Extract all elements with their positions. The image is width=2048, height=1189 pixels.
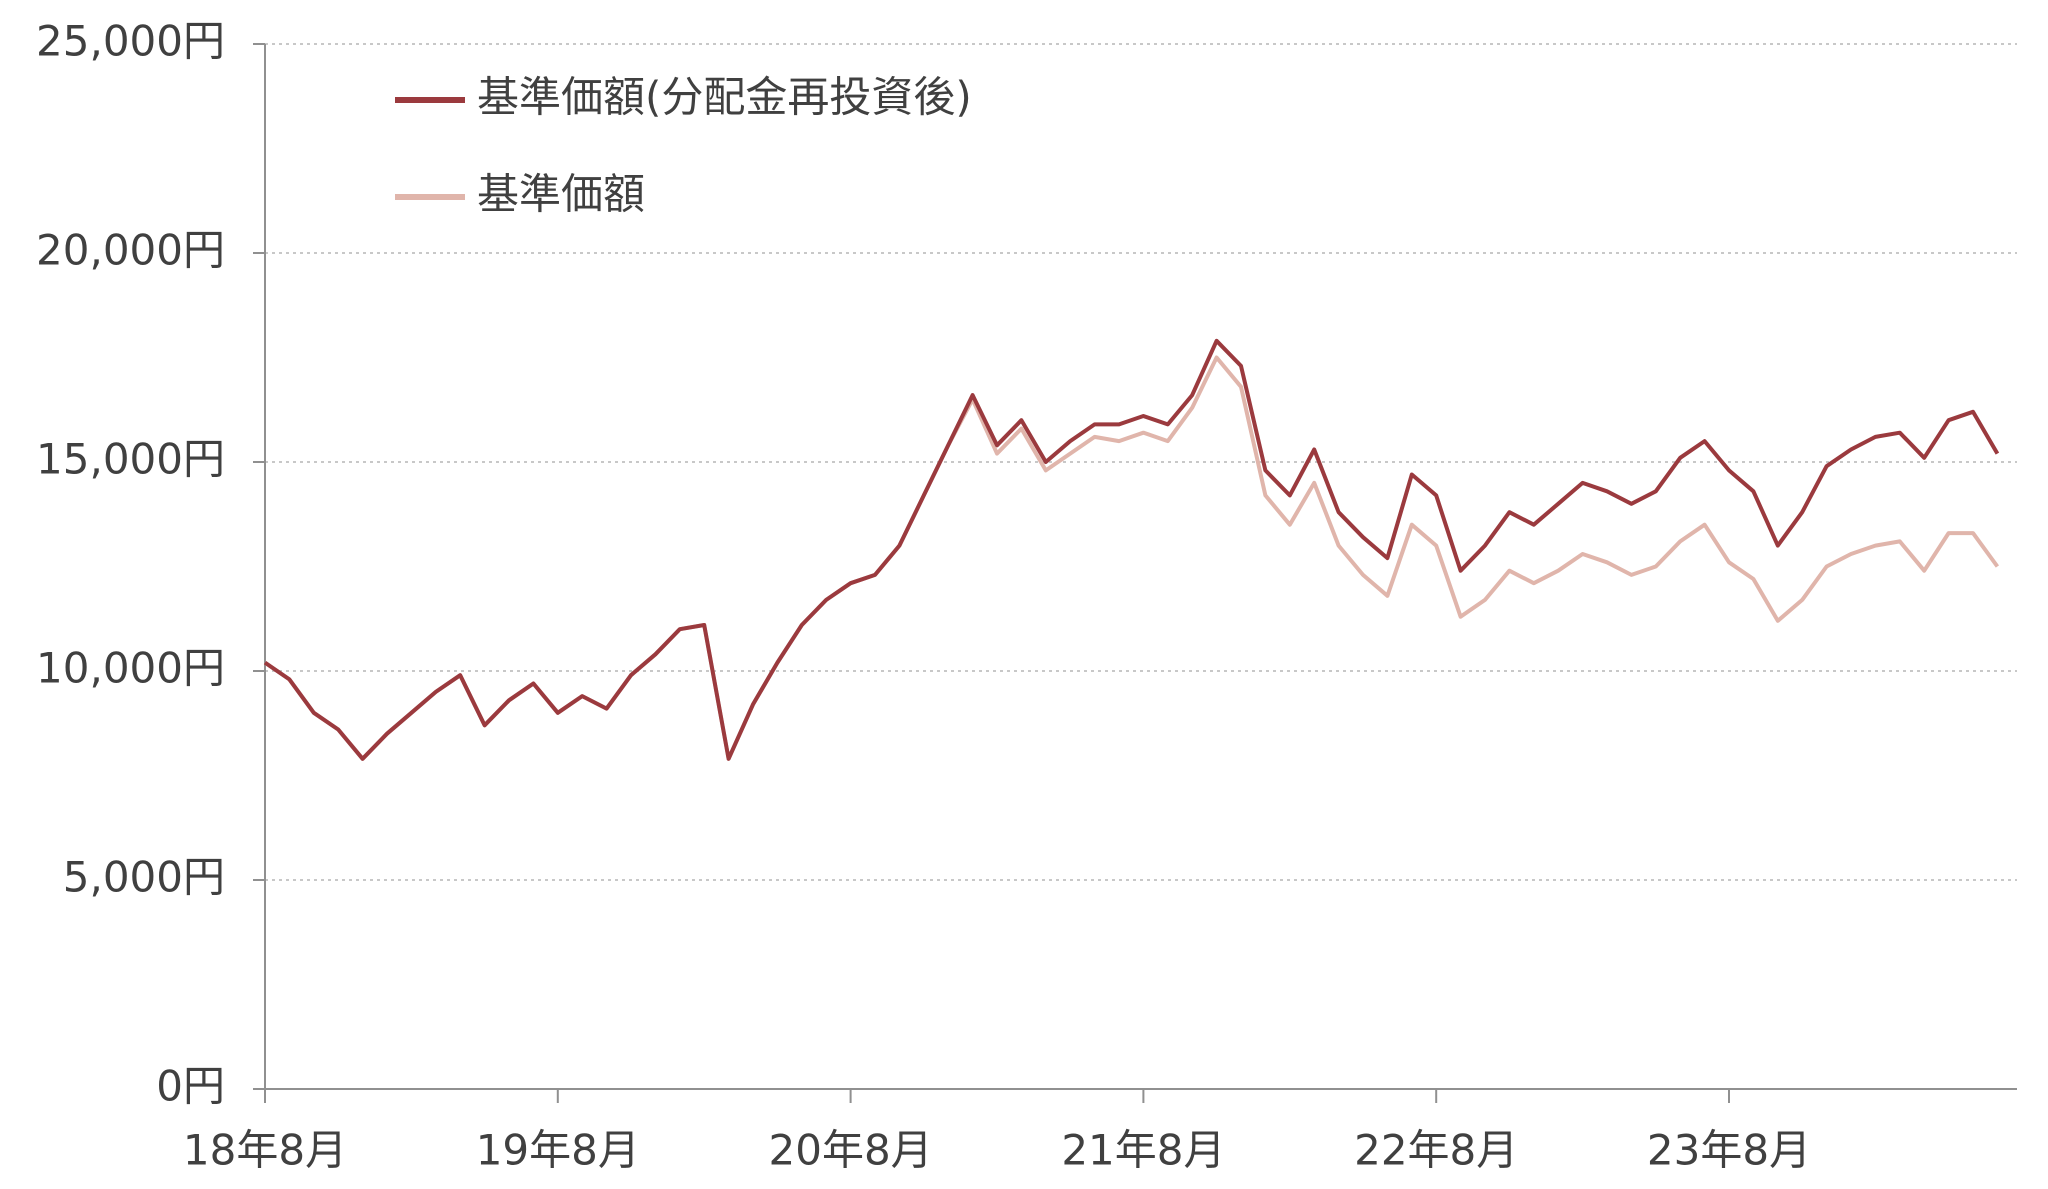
y-tick-label: 25,000円 [36, 17, 225, 66]
series-line [263, 355, 2000, 761]
y-tick-label: 15,000円 [36, 435, 225, 484]
series-line [263, 338, 2000, 761]
legend-label: 基準価額(分配金再投資後) [477, 73, 972, 122]
x-tick-label: 23年8月 [1647, 1126, 1811, 1175]
x-tick-label: 20年8月 [769, 1126, 933, 1175]
y-tick-label: 0円 [156, 1062, 225, 1111]
x-tick-label: 22年8月 [1354, 1126, 1518, 1175]
y-tick-label: 10,000円 [36, 644, 225, 693]
x-tick-label: 21年8月 [1061, 1126, 1225, 1175]
y-tick-label: 20,000円 [36, 226, 225, 275]
x-tick-label: 19年8月 [476, 1126, 640, 1175]
x-tick-label: 18年8月 [183, 1126, 347, 1175]
y-tick-label: 5,000円 [63, 853, 225, 902]
legend-label: 基準価額 [477, 170, 645, 219]
